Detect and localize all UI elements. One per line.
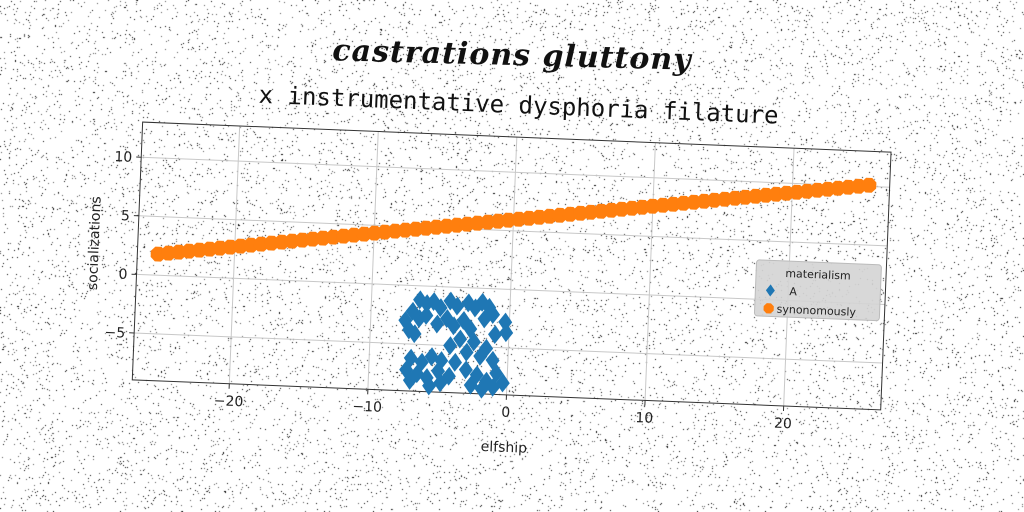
- x-gridline: [505, 137, 518, 395]
- point-a: [485, 350, 500, 370]
- y-tick-label: 0: [118, 267, 128, 283]
- point-a: [402, 320, 417, 340]
- x-gridline: [644, 142, 656, 401]
- point-a: [443, 291, 458, 311]
- y-axis-label: socializations: [85, 196, 105, 290]
- legend-title: materialism: [785, 267, 851, 283]
- point-a: [419, 305, 434, 325]
- x-tick-label: 0: [501, 405, 511, 421]
- point-a: [463, 319, 478, 339]
- point-a: [475, 292, 490, 312]
- point-a: [413, 290, 428, 310]
- point-a: [463, 375, 478, 395]
- point-a: [398, 310, 413, 330]
- x-axis-label: elfship: [480, 439, 527, 457]
- point-a: [450, 296, 465, 316]
- legend-marker-a: [765, 284, 775, 297]
- point-a: [488, 325, 503, 345]
- point-a: [446, 316, 461, 336]
- point-a: [473, 346, 488, 366]
- legend-label-synonomously: synonomously: [776, 303, 856, 319]
- point-a: [402, 370, 417, 390]
- point-a: [443, 336, 458, 356]
- point-a: [422, 376, 437, 396]
- x-tick-label: 20: [774, 416, 792, 433]
- x-tick-label: 10: [635, 410, 653, 427]
- point-a: [461, 293, 476, 313]
- point-a: [489, 363, 504, 383]
- point-a: [456, 310, 471, 330]
- y-tick-label: 10: [114, 149, 132, 166]
- point-a: [498, 312, 513, 332]
- point-a: [474, 379, 489, 399]
- y-gridline: [134, 332, 883, 364]
- point-a: [430, 314, 445, 334]
- point-a: [433, 298, 448, 318]
- point-a: [458, 360, 473, 380]
- legend-box: [753, 259, 882, 322]
- point-a: [440, 309, 455, 328]
- legend-marker-synonomously: [763, 303, 774, 314]
- point-a: [485, 377, 500, 397]
- point-a: [399, 360, 414, 380]
- point-a: [448, 352, 463, 372]
- y-tick-label: 5: [121, 208, 131, 224]
- point-a: [407, 324, 422, 344]
- point-a: [466, 332, 481, 352]
- point-a: [499, 323, 514, 343]
- legend-diamond: [765, 284, 775, 297]
- point-a: [459, 342, 474, 362]
- axes-title: x instrumentative dysphoria filature: [258, 81, 779, 130]
- point-synonomously: [861, 177, 877, 193]
- y-tick-label: −5: [104, 325, 125, 342]
- point-a: [426, 292, 441, 312]
- y-gridline: [141, 156, 890, 188]
- series-synonomously-layer: [150, 177, 877, 262]
- point-a: [419, 368, 434, 388]
- x-gridline: [228, 125, 241, 384]
- point-a: [433, 373, 448, 393]
- x-tick-label: −20: [213, 393, 243, 410]
- x-tick-label: −10: [352, 399, 382, 416]
- point-a: [424, 347, 439, 367]
- y-gridline: [138, 215, 888, 247]
- x-gridline: [367, 131, 379, 390]
- legend-label-a: A: [789, 285, 798, 298]
- point-a: [431, 361, 446, 381]
- legend: materialism A synonomously: [753, 259, 882, 322]
- axis-ticks: −20 −10 0 10 20 −5 0 5 10: [104, 149, 792, 433]
- series-a-layer: [398, 290, 514, 399]
- point-a: [486, 305, 501, 324]
- point-a: [453, 329, 468, 349]
- legend-octagon: [763, 303, 774, 314]
